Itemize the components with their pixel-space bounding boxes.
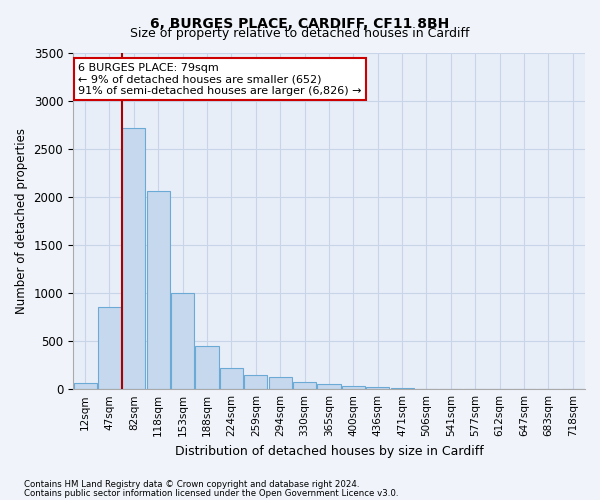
Bar: [146, 191, 170, 389]
Bar: [342, 386, 365, 389]
Bar: [391, 388, 413, 389]
Bar: [74, 384, 97, 389]
Text: Contains public sector information licensed under the Open Government Licence v3: Contains public sector information licen…: [24, 488, 398, 498]
Bar: [269, 376, 292, 389]
Bar: [171, 293, 194, 389]
Text: Size of property relative to detached houses in Cardiff: Size of property relative to detached ho…: [130, 28, 470, 40]
Y-axis label: Number of detached properties: Number of detached properties: [15, 128, 28, 314]
Bar: [98, 308, 121, 389]
Bar: [220, 368, 243, 389]
Bar: [293, 382, 316, 389]
Bar: [366, 387, 389, 389]
Bar: [317, 384, 341, 389]
X-axis label: Distribution of detached houses by size in Cardiff: Distribution of detached houses by size …: [175, 444, 484, 458]
Text: 6 BURGES PLACE: 79sqm
← 9% of detached houses are smaller (652)
91% of semi-deta: 6 BURGES PLACE: 79sqm ← 9% of detached h…: [78, 62, 362, 96]
Text: Contains HM Land Registry data © Crown copyright and database right 2024.: Contains HM Land Registry data © Crown c…: [24, 480, 359, 489]
Bar: [244, 375, 268, 389]
Bar: [122, 128, 145, 389]
Text: 6, BURGES PLACE, CARDIFF, CF11 8BH: 6, BURGES PLACE, CARDIFF, CF11 8BH: [151, 18, 449, 32]
Bar: [196, 346, 218, 389]
